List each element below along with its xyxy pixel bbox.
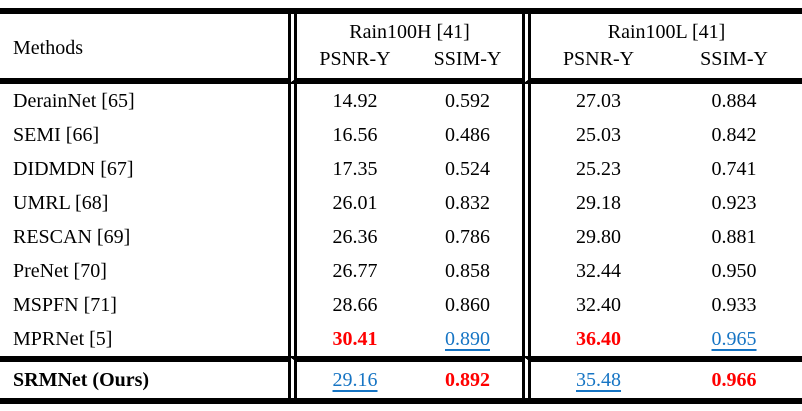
group-header-rain100l: Rain100L [41] [522,14,802,46]
metric-value: 16.56 [288,118,413,152]
header-metric-row: PSNR-Y SSIM-Y PSNR-Y SSIM-Y [0,46,802,84]
metric-value: 0.884 [711,90,757,112]
metric-value: 28.66 [288,288,413,322]
metric-value: 14.92 [288,84,413,118]
metric-value: 32.44 [522,254,666,288]
metric-value: 26.77 [288,254,413,288]
metric-value-second-best: 0.890 [445,328,490,350]
metric-value: 0.858 [445,260,490,282]
table-row: DIDMDN [67] 17.35 0.524 25.23 0.741 [0,152,802,186]
table-row-ours: SRMNet (Ours) 29.16 0.892 35.48 0.966 [0,356,802,398]
ours-row-section: SRMNet (Ours) 29.16 0.892 35.48 0.966 [0,356,802,398]
table-row: RESCAN [69] 26.36 0.786 29.80 0.881 [0,220,802,254]
metric-value: 0.592 [445,90,490,112]
column-header-rain100l-ssim: SSIM-Y [666,46,802,84]
metric-value: 0.486 [445,124,490,146]
column-header-rain100l-psnr: PSNR-Y [522,46,667,84]
metric-value: 26.36 [288,220,413,254]
method-name: PreNet [70] [13,260,107,282]
table-row: DerainNet [65] 14.92 0.592 27.03 0.884 [0,84,802,118]
table-row: PreNet [70] 26.77 0.858 32.44 0.950 [0,254,802,288]
metric-value: 0.832 [445,192,490,214]
results-table: Methods Rain100H [41] Rain100L [41] PSNR… [0,8,802,404]
header-group-row: Methods Rain100H [41] Rain100L [41] [0,14,802,84]
metric-value: 0.524 [445,158,490,180]
metric-value-best: 0.966 [666,356,802,398]
method-name: MSPFN [71] [13,294,117,316]
table-row: MSPFN [71] 28.66 0.860 32.40 0.933 [0,288,802,322]
metric-value-best: 30.41 [288,322,413,356]
metric-value: 0.923 [711,192,757,214]
column-header-rain100h-psnr: PSNR-Y [288,46,413,84]
metric-value: 29.80 [522,220,666,254]
metric-value: 17.35 [288,152,413,186]
metric-value-best: 0.892 [413,356,523,398]
table-row: UMRL [68] 26.01 0.832 29.18 0.923 [0,186,802,220]
method-name: RESCAN [69] [13,226,131,248]
table-row: SEMI [66] 16.56 0.486 25.03 0.842 [0,118,802,152]
method-name: UMRL [68] [13,192,109,214]
method-name: DerainNet [65] [13,90,135,112]
table-header: Methods Rain100H [41] Rain100L [41] PSNR… [0,14,802,84]
metric-value: 0.881 [711,226,757,248]
metric-value: 25.03 [522,118,666,152]
table-body: DerainNet [65] 14.92 0.592 27.03 0.884 S… [0,84,802,356]
metric-value: 27.03 [522,84,666,118]
metric-value-best: 36.40 [522,322,666,356]
table-row: MPRNet [5] 30.41 0.890 36.40 0.965 [0,322,802,356]
method-name: MPRNet [5] [13,328,113,350]
metric-value: 0.786 [445,226,490,248]
metric-value: 0.842 [711,124,757,146]
metric-value: 32.40 [522,288,666,322]
group-header-rain100h: Rain100H [41] [288,14,522,46]
metric-value: 0.860 [445,294,490,316]
metric-value: 0.950 [711,260,757,282]
metric-value: 26.01 [288,186,413,220]
metric-value: 29.18 [522,186,666,220]
method-name: DIDMDN [67] [13,158,134,180]
metric-value: 0.933 [711,294,757,316]
metric-value: 0.741 [711,158,757,180]
metric-value: 25.23 [522,152,666,186]
metric-value-second-best: 0.965 [711,328,757,350]
methods-column-header: Methods [0,14,288,84]
method-name-ours: SRMNet (Ours) [0,356,288,398]
metric-value-second-best: 35.48 [522,356,667,398]
column-header-rain100h-ssim: SSIM-Y [413,46,523,84]
method-name: SEMI [66] [13,124,100,146]
metric-value-second-best: 29.16 [288,356,413,398]
